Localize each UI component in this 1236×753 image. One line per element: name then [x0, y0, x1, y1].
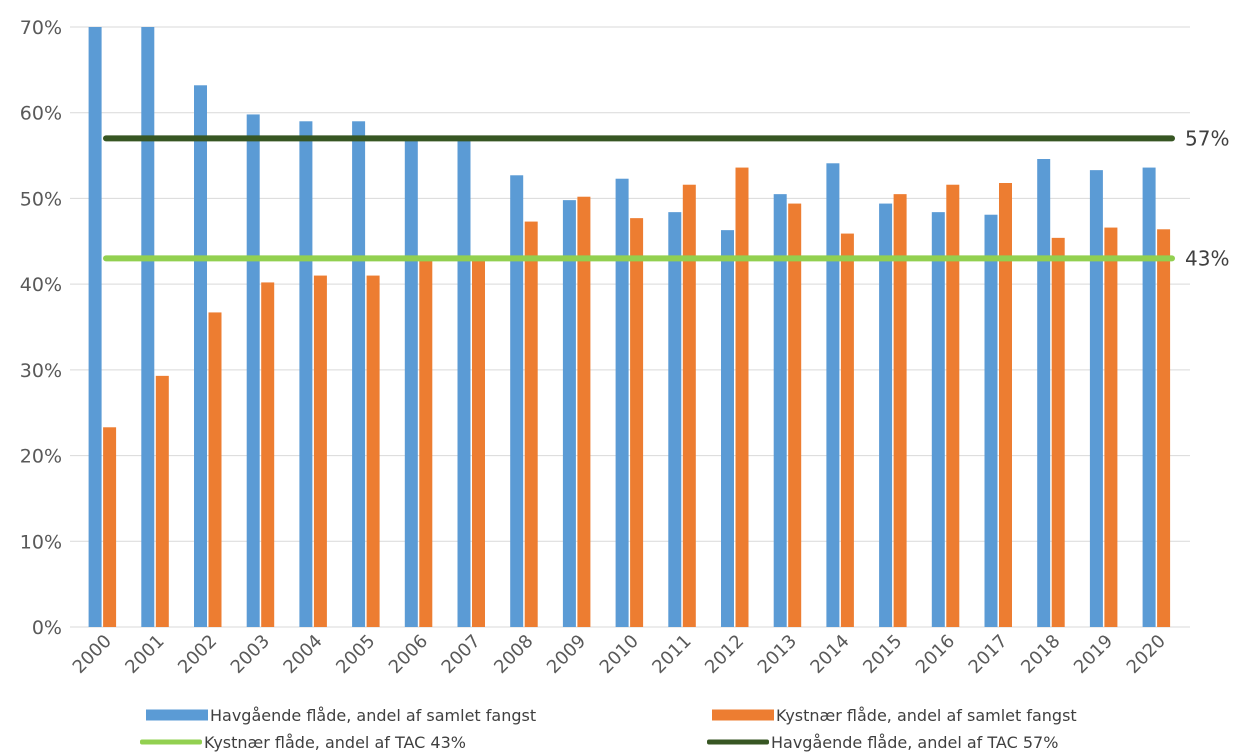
- x-tick-label: 2007: [438, 631, 485, 678]
- bar-havgaende: [404, 138, 418, 627]
- bar-kystnaer: [1157, 229, 1171, 628]
- x-tick-label: 2014: [806, 631, 853, 678]
- y-tick-label: 40%: [20, 274, 62, 296]
- x-tick-label: 2015: [859, 631, 906, 678]
- bar-kystnaer: [946, 184, 960, 627]
- x-tick-label: 2008: [490, 631, 537, 678]
- bar-kystnaer: [419, 258, 433, 627]
- x-tick-label: 2017: [965, 631, 1012, 678]
- bar-havgaende: [615, 178, 629, 627]
- bar-kystnaer: [313, 275, 327, 627]
- bar-havgaende: [1089, 170, 1103, 627]
- legend-label: Havgående flåde, andel af TAC 57%: [771, 733, 1058, 752]
- bar-havgaende: [352, 121, 366, 628]
- y-tick-label: 20%: [20, 446, 62, 468]
- x-tick-label: 2011: [648, 631, 695, 678]
- bar-kystnaer: [1051, 237, 1065, 627]
- reference-lines: 43% 57%: [103, 126, 1229, 270]
- bar-havgaende: [931, 212, 945, 627]
- y-tick-label: 30%: [20, 360, 62, 382]
- x-tick-label: 2000: [69, 631, 116, 678]
- bar-havgaende: [141, 27, 155, 627]
- bar-havgaende: [1037, 159, 1051, 627]
- bar-havgaende: [457, 138, 471, 627]
- legend-swatch: [140, 739, 202, 745]
- reference-line-label: 43%: [1185, 246, 1229, 270]
- x-tick-label: 2003: [227, 631, 274, 678]
- x-axis-ticks: 2000 2001 2002 2003 2004 2005 2006 2007 2008 2009…: [69, 631, 1170, 678]
- bar-kystnaer: [103, 427, 117, 627]
- x-tick-label: 2004: [279, 631, 326, 678]
- bar-kystnaer: [208, 312, 222, 627]
- x-tick-label: 2012: [701, 631, 748, 678]
- x-tick-label: 2016: [912, 631, 959, 678]
- bar-kystnaer: [577, 196, 591, 627]
- bar-havgaende: [668, 212, 682, 627]
- gridlines: [70, 26, 1190, 628]
- y-tick-label: 70%: [20, 17, 62, 39]
- x-tick-label: 2009: [543, 631, 590, 678]
- bar-kystnaer: [893, 194, 907, 627]
- bar-havgaende: [510, 175, 524, 628]
- x-tick-label: 2018: [1017, 631, 1064, 678]
- y-tick-label: 50%: [20, 188, 62, 210]
- y-axis-ticks: 0% 10% 20% 30% 40% 50% 60% 70%: [20, 17, 62, 639]
- bar-kystnaer: [630, 218, 644, 627]
- bar-havgaende: [194, 85, 207, 628]
- legend-label: Havgående flåde, andel af samlet fangst: [210, 706, 536, 725]
- bar-havgaende: [1142, 167, 1156, 628]
- x-tick-label: 2019: [1070, 631, 1117, 678]
- x-tick-label: 2005: [332, 631, 379, 678]
- bar-havgaende: [879, 203, 893, 628]
- bar-havgaende: [826, 163, 840, 628]
- x-tick-label: 2006: [385, 631, 432, 678]
- x-tick-label: 2002: [174, 631, 221, 678]
- legend-label: Kystnær flåde, andel af samlet fangst: [776, 706, 1077, 725]
- legend-label: Kystnær flåde, andel af TAC 43%: [204, 733, 466, 752]
- bar-kystnaer: [735, 167, 749, 628]
- x-tick-label: 2001: [121, 631, 168, 678]
- bar-kystnaer: [155, 375, 169, 627]
- bar-kystnaer: [788, 203, 802, 628]
- legend: Havgående flåde, andel af samlet fangst K…: [140, 706, 1077, 752]
- bar-havgaende: [721, 230, 734, 627]
- legend-swatch: [707, 739, 769, 745]
- bar-kystnaer: [472, 258, 485, 627]
- bar-kystnaer: [1104, 227, 1118, 628]
- bars: [88, 27, 1171, 628]
- bar-kystnaer: [366, 275, 380, 627]
- bar-kystnaer: [682, 184, 696, 627]
- x-tick-label: 2020: [1123, 631, 1170, 678]
- bar-havgaende: [984, 214, 998, 627]
- legend-swatch: [712, 709, 774, 721]
- x-tick-label: 2010: [596, 631, 643, 678]
- x-tick-label: 2013: [754, 631, 801, 678]
- bar-kystnaer: [840, 233, 854, 628]
- bar-havgaende: [299, 121, 313, 628]
- bar-kystnaer: [524, 221, 538, 628]
- bar-kystnaer: [999, 183, 1012, 627]
- bar-havgaende: [88, 27, 102, 627]
- bar-kystnaer: [261, 282, 275, 627]
- legend-swatch: [146, 709, 208, 721]
- reference-line-label: 57%: [1185, 126, 1229, 150]
- y-tick-label: 60%: [20, 103, 62, 125]
- y-tick-label: 0%: [32, 617, 62, 639]
- bar-havgaende: [562, 200, 576, 627]
- bar-havgaende: [246, 114, 260, 627]
- bar-havgaende: [773, 194, 787, 627]
- y-tick-label: 10%: [20, 531, 62, 553]
